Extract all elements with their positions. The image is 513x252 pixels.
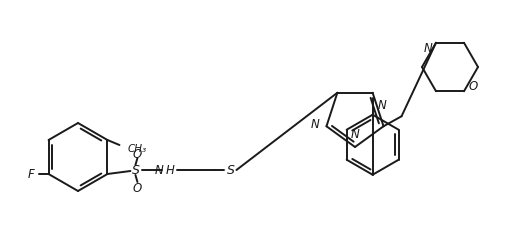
Text: N: N [155, 163, 164, 176]
Text: N: N [311, 117, 320, 130]
Text: S: S [227, 164, 234, 177]
Text: CH₃: CH₃ [127, 143, 147, 153]
Text: N: N [423, 42, 432, 55]
Text: O: O [469, 79, 478, 92]
Text: F: F [28, 168, 35, 181]
Text: O: O [133, 147, 142, 160]
Text: O: O [133, 181, 142, 194]
Text: N: N [350, 128, 360, 140]
Text: N: N [378, 98, 386, 111]
Text: H: H [166, 164, 175, 177]
Text: S: S [131, 164, 140, 177]
